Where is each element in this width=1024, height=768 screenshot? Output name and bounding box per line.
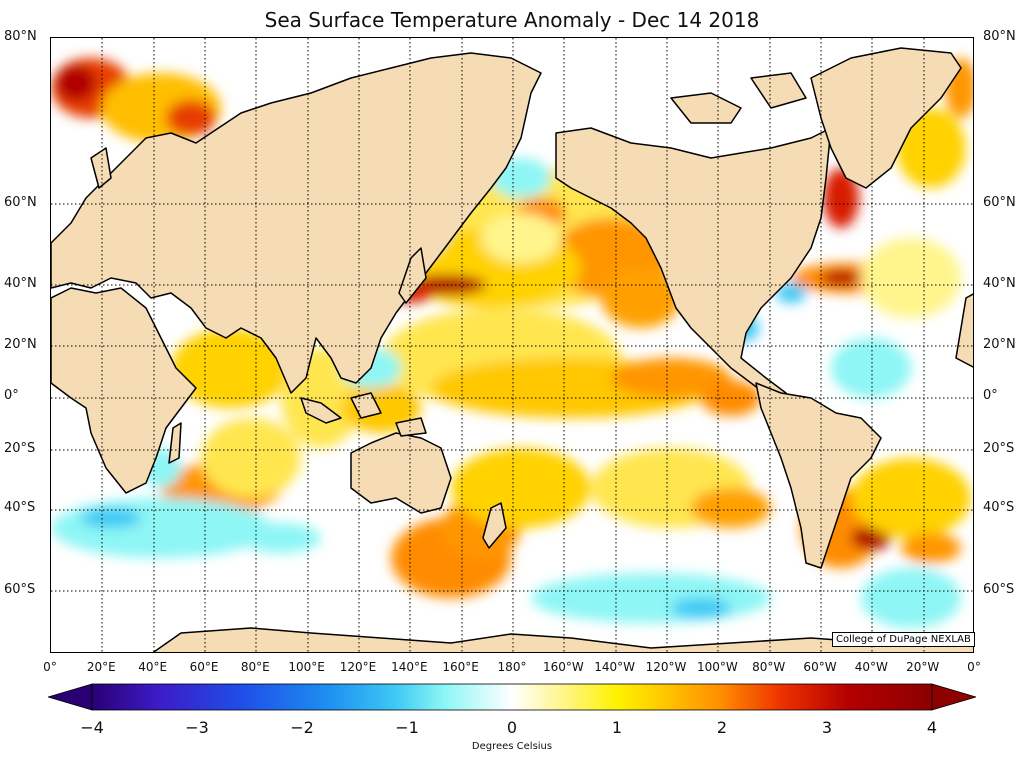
colorbar-tick-label: 4 [926, 718, 938, 737]
latitude-label-left: 80°N [4, 29, 37, 44]
graticule [51, 38, 973, 652]
latitude-label-right: 40°N [983, 276, 1016, 291]
colorbar-tick-label: 1 [611, 718, 623, 737]
latitude-label-right: 60°S [983, 582, 1015, 597]
longitude-label: 120°E [339, 660, 377, 674]
colorbar [48, 683, 976, 711]
latitude-label-right: 40°S [983, 500, 1015, 515]
longitude-label: 0° [967, 660, 981, 674]
longitude-label: 60°W [803, 660, 837, 674]
longitude-label: 120°W [645, 660, 687, 674]
longitude-label: 60°E [189, 660, 219, 674]
colorbar-tick-label: −2 [290, 718, 314, 737]
colorbar-tick-label: −4 [80, 718, 104, 737]
longitude-label: 160°E [442, 660, 479, 674]
colorbar-tick-label: 3 [821, 718, 833, 737]
colorbar-tick-label: 0 [506, 718, 518, 737]
latitude-label-right: 80°N [983, 29, 1016, 44]
latitude-label-left: 20°N [4, 337, 37, 352]
longitude-label: 40°W [854, 660, 888, 674]
longitude-label: 80°E [240, 660, 270, 674]
longitude-label: 0° [43, 660, 57, 674]
longitude-label: 180° [497, 660, 527, 674]
sst-map [50, 37, 974, 653]
colorbar-max-extend [931, 683, 976, 711]
longitude-label: 20°E [86, 660, 116, 674]
longitude-label: 140°W [594, 660, 636, 674]
latitude-label-right: 20°N [983, 337, 1016, 352]
latitude-label-right: 20°S [983, 441, 1015, 456]
latitude-label-left: 40°S [4, 500, 36, 515]
longitude-label: 160°W [542, 660, 584, 674]
latitude-label-right: 0° [983, 388, 998, 403]
colorbar-gradient [91, 683, 933, 711]
longitude-label: 40°E [138, 660, 168, 674]
sst-map-canvas [51, 38, 973, 652]
latitude-label-right: 60°N [983, 195, 1016, 210]
colorbar-tick-label: −1 [395, 718, 419, 737]
longitude-label: 140°E [391, 660, 428, 674]
longitude-label: 100°E [288, 660, 325, 674]
colorbar-min-extend [48, 683, 93, 711]
latitude-label-left: 40°N [4, 276, 37, 291]
colorbar-tick-label: −3 [185, 718, 209, 737]
latitude-label-left: 60°S [4, 582, 36, 597]
credit-label: College of DuPage NEXLAB [832, 632, 975, 647]
latitude-label-left: 60°N [4, 195, 37, 210]
map-title: Sea Surface Temperature Anomaly - Dec 14… [264, 8, 760, 32]
colorbar-label: Degrees Celsius [471, 741, 553, 752]
longitude-label: 100°W [696, 660, 738, 674]
colorbar-tick-label: 2 [716, 718, 728, 737]
longitude-label: 20°W [906, 660, 940, 674]
latitude-label-left: 0° [4, 388, 19, 403]
longitude-label: 80°W [752, 660, 786, 674]
latitude-label-left: 20°S [4, 441, 36, 456]
